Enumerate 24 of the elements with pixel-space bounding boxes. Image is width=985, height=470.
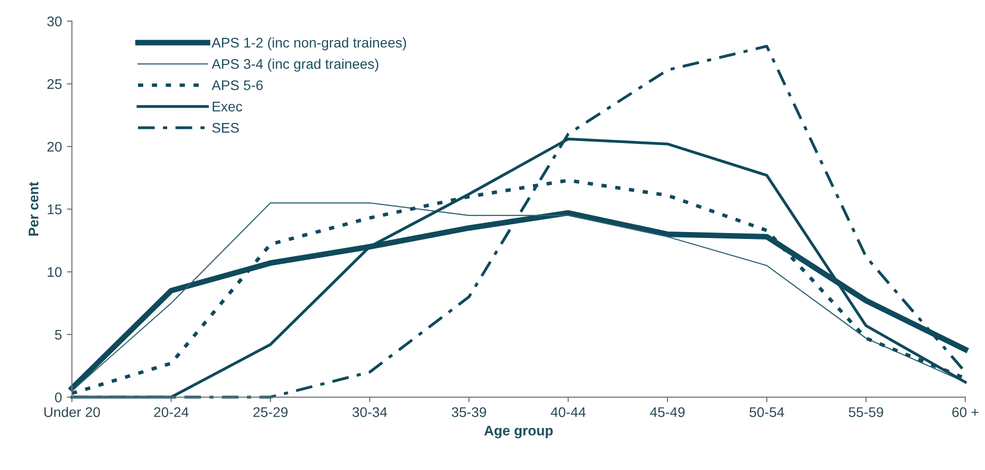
y-axis-title: Per cent bbox=[28, 182, 38, 236]
x-tick-label: 40-44 bbox=[550, 407, 586, 418]
x-tick-label: 35-39 bbox=[452, 407, 486, 418]
x-tick-label: 25-29 bbox=[253, 407, 288, 418]
x-tick-label: 30-34 bbox=[352, 407, 388, 418]
y-tick-label: 5 bbox=[55, 330, 62, 340]
legend-label: Exec bbox=[212, 102, 242, 112]
x-tick-label: Under 20 bbox=[44, 406, 100, 418]
x-tick-label: 20-24 bbox=[154, 407, 189, 418]
x-axis-title: Age group bbox=[484, 426, 553, 438]
y-tick-label: 10 bbox=[48, 267, 62, 277]
legend-label: SES bbox=[212, 122, 239, 133]
y-tick-label: 25 bbox=[47, 79, 62, 89]
y-tick-label: 0 bbox=[55, 392, 62, 402]
y-tick-label: 30 bbox=[47, 16, 62, 26]
x-tick-label: 60 + bbox=[952, 407, 978, 418]
x-tick-label: 45-49 bbox=[650, 407, 685, 418]
x-tick-label: 50-54 bbox=[750, 407, 784, 418]
legend-label: APS 5-6 bbox=[212, 80, 263, 90]
x-tick-label: 55-59 bbox=[848, 407, 884, 418]
legend-label: APS 1-2 (inc non-grad trainees) bbox=[212, 37, 406, 50]
legend-label: APS 3-4 (inc grad trainees) bbox=[212, 58, 378, 72]
y-tick-label: 15 bbox=[48, 204, 62, 214]
y-tick-label: 20 bbox=[47, 142, 62, 152]
